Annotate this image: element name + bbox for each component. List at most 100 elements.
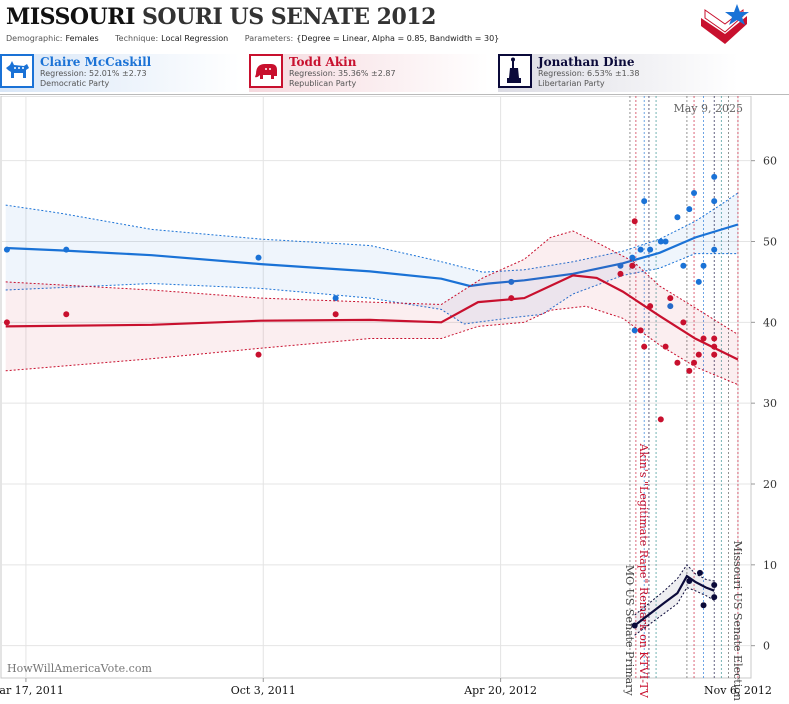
poll-point — [3, 319, 10, 326]
candidate-party: Republican Party — [289, 79, 357, 88]
poll-point — [662, 238, 669, 245]
poll-point — [711, 173, 718, 180]
poll-point — [629, 254, 636, 261]
candidate-regression: Regression: 6.53% ±1.38 — [538, 69, 640, 78]
poll-point — [617, 262, 624, 269]
y-tick-label: 50 — [763, 236, 777, 249]
poll-point — [691, 359, 698, 366]
poll-point — [637, 327, 644, 334]
poll-point — [686, 206, 693, 213]
poll-point — [686, 578, 693, 584]
poll-point — [686, 367, 693, 374]
poll-point — [657, 416, 664, 423]
flag-star-logo — [701, 4, 749, 44]
poll-point — [631, 218, 638, 225]
upper-bound-line — [5, 230, 739, 335]
poll-point — [631, 622, 638, 629]
plot-frame — [0, 96, 752, 679]
poll-point — [637, 246, 644, 253]
poll-point — [667, 295, 674, 302]
poll-point — [700, 262, 707, 269]
demographic-label: Demographic: — [6, 34, 63, 43]
event-label: Missouri US Senate Election — [731, 541, 744, 701]
candidate-card-akin: Todd Akin Regression: 35.36% ±2.87 Repub… — [249, 54, 489, 92]
parameters-line: Demographic: Females Technique: Local Regr… — [6, 34, 513, 43]
poll-point — [711, 582, 718, 589]
event-label: Akin's "Legitimate Rape" Remark on KTVI-… — [637, 443, 650, 699]
candidate-card-mccaskill: Claire McCaskill Regression: 52.01% ±2.7… — [0, 54, 240, 92]
poll-point — [711, 246, 718, 253]
lower-bound-line — [5, 305, 739, 386]
y-tick-label: 0 — [763, 640, 770, 653]
x-tick-label: Oct 3, 2011 — [231, 684, 296, 697]
poll-point — [641, 343, 648, 350]
poll-point — [662, 343, 669, 350]
event-label: MO US Senate Primary — [623, 565, 636, 697]
poll-point — [657, 238, 664, 245]
poll-chart: 0 10 20 30 40 50 60 Mar 17, 2011 Oct 3, 2011 Apr … — [0, 96, 777, 701]
upper-bound-line — [634, 564, 715, 616]
poll-point — [63, 311, 70, 318]
poll-point — [674, 214, 681, 221]
date-label: May 9, 2025 — [673, 102, 743, 115]
poll-point — [629, 262, 636, 269]
watermark: HowWillAmericaVote.com — [7, 662, 152, 675]
regression-line — [634, 574, 715, 627]
poll-point — [700, 335, 707, 342]
y-tick-label: 60 — [763, 155, 777, 168]
y-tick-label: 20 — [763, 478, 777, 491]
header-divider — [0, 94, 789, 95]
poll-point — [711, 198, 718, 205]
poll-point — [700, 602, 707, 609]
regression-line — [5, 274, 739, 361]
poll-point — [695, 278, 702, 285]
candidate-party: Democratic Party — [40, 79, 110, 88]
demographic-value: Females — [65, 34, 99, 43]
poll-point — [617, 270, 624, 277]
y-tick-label: 40 — [763, 316, 777, 329]
poll-point — [332, 295, 339, 302]
title-race: SOURI US SENATE 2012 — [142, 4, 436, 30]
title-state: MISSOURI — [6, 4, 135, 30]
regression-line — [5, 223, 739, 288]
candidate-name: Claire McCaskill — [40, 55, 152, 69]
poll-point — [641, 198, 648, 205]
candidate-regression: Regression: 35.36% ±2.87 — [289, 69, 396, 78]
poll-point — [647, 303, 654, 310]
statue-of-liberty-icon — [498, 54, 532, 88]
upper-bound-line — [5, 192, 739, 273]
candidate-legend: Claire McCaskill Regression: 52.01% ±2.7… — [0, 54, 789, 94]
poll-point — [680, 262, 687, 269]
elephant-icon — [249, 54, 283, 88]
technique-label: Technique: — [115, 34, 159, 43]
poll-point — [691, 190, 698, 196]
poll-point — [695, 351, 702, 358]
header: MISSOURI SOURI US SENATE 2012 Demographi… — [0, 0, 789, 52]
candidate-regression: Regression: 52.01% ±2.73 — [40, 69, 147, 78]
poll-point — [711, 351, 718, 358]
poll-point — [696, 569, 703, 576]
poll-point — [711, 335, 718, 342]
candidate-card-dine: Jonathan Dine Regression: 6.53% ±1.38 Li… — [498, 54, 738, 92]
poll-point — [711, 594, 718, 601]
lower-bound-line — [634, 586, 715, 636]
candidate-name: Jonathan Dine — [538, 55, 635, 69]
poll-point — [680, 319, 687, 326]
poll-point — [63, 246, 70, 253]
y-tick-label: 30 — [763, 397, 777, 410]
poll-point — [255, 254, 262, 261]
lower-bound-line — [5, 253, 738, 325]
donkey-icon — [0, 54, 34, 88]
x-tick-label: Apr 20, 2012 — [463, 684, 537, 697]
poll-point — [332, 311, 339, 318]
poll-point — [255, 351, 262, 358]
poll-point — [667, 303, 674, 310]
parameters-label: Parameters: — [244, 34, 294, 43]
poll-point — [3, 246, 10, 253]
poll-point — [631, 327, 638, 334]
poll-point — [647, 246, 654, 253]
x-tick-label: Mar 17, 2011 — [0, 684, 64, 697]
poll-point — [674, 359, 681, 366]
poll-point — [711, 343, 718, 350]
confidence-band — [5, 193, 738, 324]
